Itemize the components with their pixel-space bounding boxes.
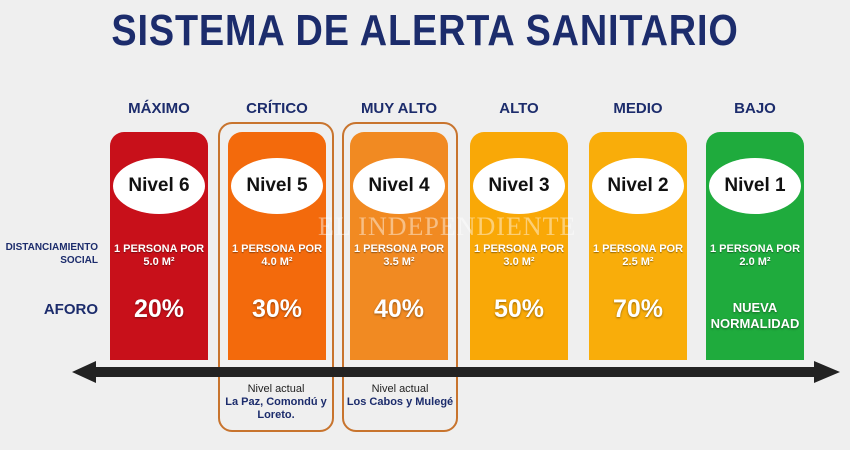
distancing-line-2: 3.5 M² — [383, 256, 415, 268]
level-name: MUY ALTO — [360, 100, 438, 117]
note-label: Nivel actual — [247, 383, 305, 395]
current-level-note: Nivel actual La Paz, Comondú y Loreto. — [218, 383, 334, 422]
distancing-text: 1 PERSONA POR 4.0 M² — [228, 243, 326, 269]
level-badge: Nivel 4 — [353, 158, 445, 214]
level-name: BAJO — [734, 100, 776, 117]
distancing-line-2: 2.0 M² — [739, 256, 771, 268]
distancing-line-2: 3.0 M² — [503, 256, 535, 268]
capacity-value: 30% — [251, 295, 303, 323]
level-badge: Nivel 1 — [709, 158, 801, 214]
arrow-right-head — [814, 361, 840, 383]
level-name: ALTO — [499, 100, 539, 117]
page-title: SISTEMA DE ALERTA SANITARIO — [111, 6, 739, 55]
arrow-left-head — [72, 361, 96, 383]
capacity-value: 40% — [373, 295, 425, 323]
level-name: MEDIO — [613, 100, 663, 117]
current-level-note: Nivel actual Los Cabos y Mulegé — [342, 383, 458, 409]
note-label: Nivel actual — [371, 383, 429, 395]
distancing-line-1: 1 PERSONA POR — [709, 243, 801, 255]
current-level-outline-nivel-4 — [342, 122, 458, 432]
distancing-text: 1 PERSONA POR 2.5 M² — [589, 243, 687, 269]
row-label-aforo: AFORO — [43, 301, 98, 318]
distancing-text: 1 PERSONA POR 3.0 M² — [470, 243, 568, 269]
distancing-text: 1 PERSONA POR 3.5 M² — [350, 243, 448, 269]
note-places: Los Cabos y Mulegé — [346, 396, 454, 408]
capacity-value: 50% — [493, 295, 545, 323]
distancing-line-1: 1 PERSONA POR — [473, 243, 565, 255]
distancing-line-1: 1 PERSONA POR — [231, 243, 323, 255]
distancing-text: 1 PERSONA POR 5.0 M² — [110, 243, 208, 269]
distancing-text: 1 PERSONA POR 2.0 M² — [706, 243, 804, 269]
level-name: CRÍTICO — [246, 100, 308, 117]
row-label-distanciamiento: DISTANCIAMIENTO SOCIAL — [5, 242, 98, 266]
note-places: La Paz, Comondú y Loreto. — [225, 396, 327, 421]
watermark: EL INDEPENDIENTE — [318, 212, 577, 241]
level-badge: Nivel 5 — [231, 158, 323, 214]
capacity-value: NUEVA NORMALIDAD — [710, 300, 800, 331]
distancing-line-2: 2.5 M² — [622, 256, 654, 268]
level-badge: Nivel 2 — [592, 158, 684, 214]
level-badge: Nivel 3 — [473, 158, 565, 214]
level-name: MÁXIMO — [128, 100, 190, 117]
distancing-line-1: 1 PERSONA POR — [592, 243, 684, 255]
distancing-line-2: 4.0 M² — [261, 256, 293, 268]
capacity-value: 70% — [612, 295, 664, 323]
distancing-line-1: 1 PERSONA POR — [113, 243, 205, 255]
level-badge: Nivel 6 — [113, 158, 205, 214]
current-level-outline-nivel-5 — [218, 122, 334, 432]
distancing-line-1: 1 PERSONA POR — [353, 243, 445, 255]
distancing-line-2: 5.0 M² — [143, 256, 175, 268]
capacity-value: 20% — [133, 295, 185, 323]
